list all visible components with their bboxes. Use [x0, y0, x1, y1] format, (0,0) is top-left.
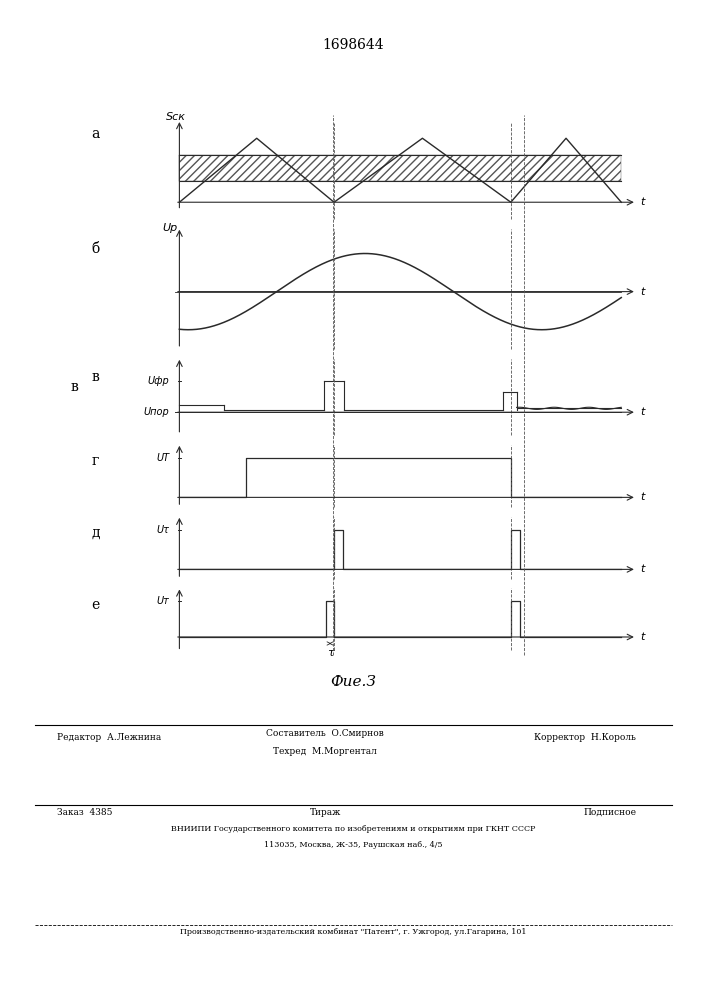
Text: е: е	[91, 598, 100, 612]
Text: Uпор: Uпор	[144, 407, 170, 417]
Text: Составитель  О.Смирнов: Составитель О.Смирнов	[267, 729, 384, 738]
Text: t: t	[640, 287, 644, 297]
Text: t: t	[640, 492, 644, 502]
Text: t: t	[640, 632, 644, 642]
Text: Uр: Uр	[162, 223, 177, 233]
Text: t: t	[640, 564, 644, 574]
Text: Техред  М.Моргентал: Техред М.Моргентал	[274, 747, 377, 756]
Text: а: а	[91, 127, 100, 141]
Text: Подписное: Подписное	[583, 808, 636, 817]
Text: Фие.З: Фие.З	[331, 675, 376, 689]
Text: Заказ  4385: Заказ 4385	[57, 808, 112, 817]
Text: г: г	[92, 454, 99, 468]
Text: 1698644: 1698644	[322, 38, 385, 52]
Text: τ: τ	[327, 648, 334, 658]
Text: Uт: Uт	[157, 596, 170, 606]
Text: t: t	[640, 197, 644, 207]
Text: Производственно-издательский комбинат "Патент", г. Ужгород, ул.Гагарина, 101: Производственно-издательский комбинат "П…	[180, 928, 527, 936]
Text: 113035, Москва, Ж-35, Раушская наб., 4/5: 113035, Москва, Ж-35, Раушская наб., 4/5	[264, 841, 443, 849]
Text: Sск: Sск	[166, 112, 186, 122]
Text: Корректор  Н.Король: Корректор Н.Король	[534, 733, 636, 742]
Text: UТ: UТ	[156, 453, 170, 463]
Text: в: в	[91, 370, 100, 384]
Text: в: в	[70, 380, 78, 394]
Text: б: б	[91, 242, 100, 256]
Text: Тираж: Тираж	[310, 808, 341, 817]
Text: д: д	[91, 526, 100, 540]
Text: Uτ: Uτ	[157, 525, 170, 535]
Text: ВНИИПИ Государственного комитета по изобретениям и открытиям при ГКНТ СССР: ВНИИПИ Государственного комитета по изоб…	[171, 825, 536, 833]
Text: Uфр: Uфр	[148, 376, 170, 386]
Text: Редактор  А.Лежнина: Редактор А.Лежнина	[57, 733, 160, 742]
Text: t: t	[640, 407, 644, 417]
